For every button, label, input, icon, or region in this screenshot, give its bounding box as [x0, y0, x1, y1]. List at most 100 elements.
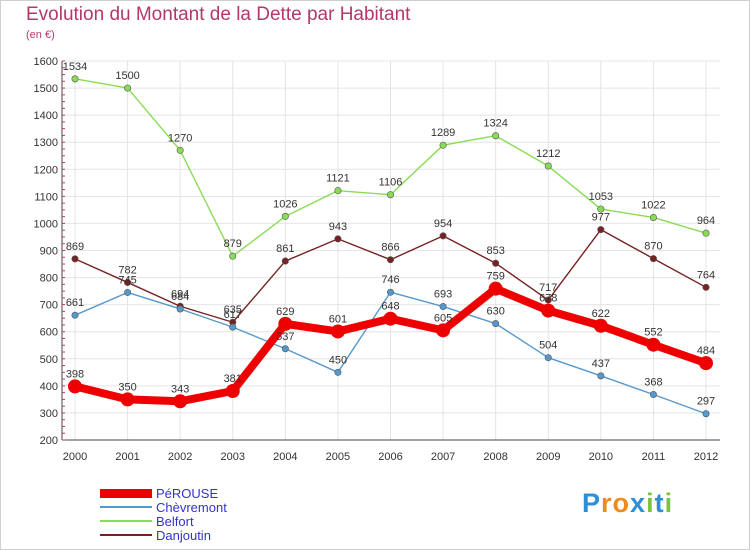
x-tick-label: 2009: [536, 451, 560, 463]
data-label: 629: [276, 306, 294, 318]
data-point: [386, 191, 394, 199]
legend-item: Belfort: [100, 513, 194, 529]
data-point: [439, 303, 447, 311]
y-tick-label: 800: [40, 273, 58, 285]
data-label: 977: [592, 212, 610, 224]
legend-label: Belfort: [156, 513, 194, 529]
logo-letter: P: [582, 488, 602, 518]
data-label: 1022: [641, 199, 665, 211]
data-label: 343: [171, 383, 189, 395]
data-label: 450: [329, 354, 347, 366]
data-point: [492, 320, 500, 328]
data-point: [176, 305, 184, 313]
x-tick-label: 2004: [273, 451, 297, 463]
data-point: [71, 255, 79, 263]
data-point: [229, 323, 237, 331]
x-tick-label: 2001: [115, 451, 139, 463]
data-point: [386, 256, 394, 264]
legend-label: Chèvremont: [156, 499, 227, 515]
data-label: 1270: [168, 132, 192, 144]
data-point: [702, 229, 710, 237]
data-label: 398: [66, 368, 84, 380]
legend-swatch: [100, 488, 152, 498]
x-tick-label: 2000: [63, 451, 87, 463]
data-label: 1324: [483, 118, 507, 130]
data-point: [71, 75, 79, 83]
y-tick-label: 1300: [34, 137, 58, 149]
data-label: 879: [224, 238, 242, 250]
y-tick-label: 1500: [34, 83, 58, 95]
data-label: 782: [118, 264, 136, 276]
data-point: [488, 281, 503, 296]
x-tick-label: 2006: [378, 451, 402, 463]
data-label: 745: [118, 274, 136, 286]
data-point: [68, 379, 82, 394]
logo-letter: i: [664, 488, 674, 518]
data-label: 1500: [115, 70, 139, 82]
chart-area: 200 300 400 500 600 700 800 900 1000 1100 1200 1300…: [34, 56, 720, 463]
data-label: 684: [171, 291, 189, 303]
data-label: 601: [329, 313, 347, 325]
data-label: 1106: [379, 177, 403, 189]
data-label: 759: [486, 271, 504, 283]
chart-subtitle: (en €): [26, 29, 55, 41]
data-label: 1026: [273, 198, 297, 210]
logo-letter: x: [630, 488, 647, 518]
data-point: [281, 257, 289, 265]
data-label: 617: [224, 309, 242, 321]
x-tick-label: 2002: [168, 451, 192, 463]
data-label: 552: [644, 327, 662, 339]
data-label: 678: [539, 293, 557, 305]
data-label: 537: [276, 331, 294, 343]
y-tick-label: 200: [40, 435, 58, 447]
data-label: 368: [644, 377, 662, 389]
data-point: [439, 232, 447, 240]
x-tick-label: 2007: [431, 451, 455, 463]
data-point: [281, 345, 289, 353]
data-point: [124, 84, 132, 92]
legend-label: Danjoutin: [156, 527, 211, 543]
data-label: 746: [381, 274, 399, 286]
data-label: 504: [539, 340, 557, 352]
data-label: 853: [486, 245, 504, 257]
data-point: [334, 187, 342, 195]
data-point: [386, 288, 394, 296]
data-point: [173, 394, 188, 409]
data-label: 1053: [589, 191, 613, 203]
data-label: 693: [434, 289, 452, 301]
y-tick-label: 400: [40, 381, 58, 393]
data-point: [702, 410, 710, 418]
data-point: [334, 368, 342, 376]
legend-swatch: [100, 520, 152, 522]
data-point: [71, 311, 79, 319]
data-label: 954: [434, 218, 452, 230]
data-point: [544, 296, 552, 304]
y-tick-label: 900: [40, 246, 58, 258]
x-tick-label: 2005: [326, 451, 350, 463]
data-label: 964: [697, 215, 715, 227]
logo-letter: o: [612, 488, 631, 518]
data-point: [646, 337, 661, 352]
data-point: [544, 162, 552, 170]
data-point: [439, 141, 447, 149]
data-label: 648: [381, 301, 399, 313]
data-point: [597, 226, 605, 234]
logo-letter: r: [601, 488, 613, 518]
logo-letter: i: [646, 488, 655, 518]
data-point: [124, 278, 132, 286]
data-point: [541, 303, 556, 318]
y-tick-label: 1600: [34, 56, 58, 68]
data-label: 717: [539, 282, 557, 294]
data-point: [699, 356, 713, 371]
data-point: [278, 316, 293, 331]
legend-item: Chèvremont: [100, 499, 227, 515]
chart-title: Evolution du Montant de la Dette par Hab…: [26, 4, 411, 25]
data-label: 943: [329, 221, 347, 233]
data-point: [597, 372, 605, 380]
legend-item: Danjoutin: [100, 527, 211, 543]
legend-item: PéROUSE: [100, 486, 218, 501]
logo-letter: t: [654, 488, 665, 518]
data-point: [176, 146, 184, 154]
data-point: [702, 283, 710, 291]
y-tick-label: 700: [40, 300, 58, 312]
